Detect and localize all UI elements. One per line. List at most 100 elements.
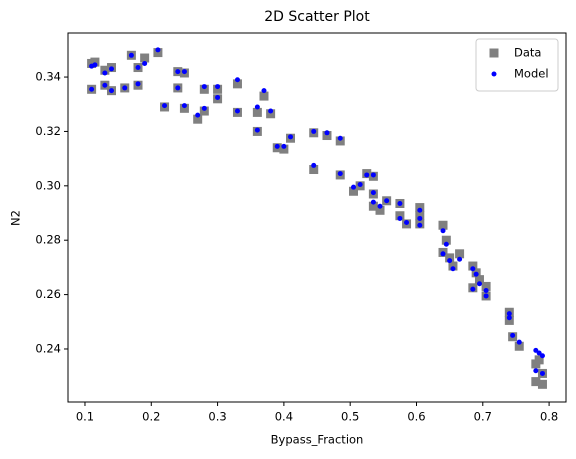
model-point — [440, 251, 446, 257]
data-point — [279, 144, 289, 154]
data-point — [199, 106, 209, 116]
model-point — [175, 85, 181, 91]
data-point — [193, 114, 203, 124]
data-point — [213, 84, 223, 94]
model-point — [450, 266, 456, 272]
model-point — [364, 172, 370, 178]
model-point — [384, 198, 390, 204]
data-point — [448, 261, 458, 271]
model-point — [397, 200, 403, 206]
data-point — [266, 109, 276, 119]
x-tick-label: 0.6 — [407, 410, 425, 424]
data-point — [252, 107, 262, 117]
legend-label: Data — [514, 46, 541, 60]
data-point — [415, 211, 425, 221]
model-point — [397, 215, 403, 221]
model-point — [102, 82, 108, 88]
model-point — [457, 256, 463, 262]
data-point — [468, 261, 478, 271]
model-point — [473, 271, 479, 277]
data-point — [395, 211, 405, 221]
model-point — [92, 62, 98, 68]
model-point — [417, 207, 423, 213]
model-point — [404, 220, 410, 226]
model-point — [483, 288, 489, 294]
data-point — [531, 377, 541, 387]
data-point — [481, 281, 491, 291]
data-point — [534, 355, 544, 365]
x-tick-label: 0.1 — [76, 410, 94, 424]
data-point — [375, 205, 385, 215]
data-point — [199, 84, 209, 94]
model-point — [447, 258, 453, 264]
data-point — [179, 103, 189, 113]
model-point — [215, 84, 221, 90]
model-point — [533, 368, 539, 374]
model-point — [539, 353, 545, 359]
model-point — [128, 52, 134, 58]
model-point — [377, 203, 383, 209]
data-point — [445, 253, 455, 263]
model-point — [350, 184, 356, 190]
model-point — [102, 70, 108, 76]
model-point — [108, 88, 114, 94]
model-point — [370, 172, 376, 178]
x-tick-label: 0.3 — [208, 410, 226, 424]
x-axis-label: Bypass_Fraction — [271, 433, 364, 447]
x-tick-label: 0.2 — [142, 410, 160, 424]
model-point — [135, 81, 141, 87]
data-point — [504, 315, 514, 325]
model-point — [506, 311, 512, 317]
model-point — [234, 108, 240, 114]
y-tick-label: 0.34 — [35, 70, 61, 84]
model-point — [142, 60, 148, 66]
model-point — [288, 134, 294, 140]
data-point — [348, 186, 358, 196]
model-point — [311, 162, 317, 168]
model-point — [181, 103, 187, 109]
model-point — [261, 88, 267, 94]
data-point — [455, 249, 465, 259]
model-point — [108, 66, 114, 72]
model-point — [476, 281, 482, 287]
model-point — [443, 241, 449, 247]
y-tick-label: 0.26 — [35, 287, 61, 301]
x-tick-label: 0.4 — [275, 410, 293, 424]
model-point — [539, 370, 545, 376]
data-point — [335, 136, 345, 146]
data-point — [309, 165, 319, 175]
data-point — [415, 203, 425, 213]
model-point — [470, 286, 476, 292]
model-point — [370, 199, 376, 205]
legend-label: Model — [514, 67, 549, 81]
model-point — [181, 69, 187, 75]
model-point — [268, 108, 274, 114]
model-point — [215, 94, 221, 100]
model-point — [155, 47, 161, 53]
y-tick-label: 0.32 — [35, 124, 61, 138]
model-point — [274, 143, 280, 149]
model-point — [234, 77, 240, 83]
model-point — [162, 103, 168, 109]
model-point — [135, 65, 141, 71]
x-tick-label: 0.7 — [474, 410, 492, 424]
model-point — [506, 315, 512, 321]
model-point — [417, 215, 423, 221]
model-point — [201, 84, 207, 90]
y-tick-label: 0.30 — [35, 178, 61, 192]
model-point — [254, 127, 260, 133]
legend-marker — [489, 48, 499, 58]
y-tick-label: 0.28 — [35, 233, 61, 247]
data-point — [90, 57, 100, 67]
model-point — [533, 347, 539, 353]
x-tick-label: 0.8 — [540, 410, 558, 424]
data-point — [140, 53, 150, 63]
model-point — [483, 293, 489, 299]
model-point — [89, 86, 95, 92]
data-point — [259, 91, 269, 101]
model-point — [357, 181, 363, 187]
data-point — [232, 79, 242, 89]
model-point — [175, 69, 181, 75]
model-point — [122, 85, 128, 91]
x-tick-label: 0.5 — [341, 410, 359, 424]
